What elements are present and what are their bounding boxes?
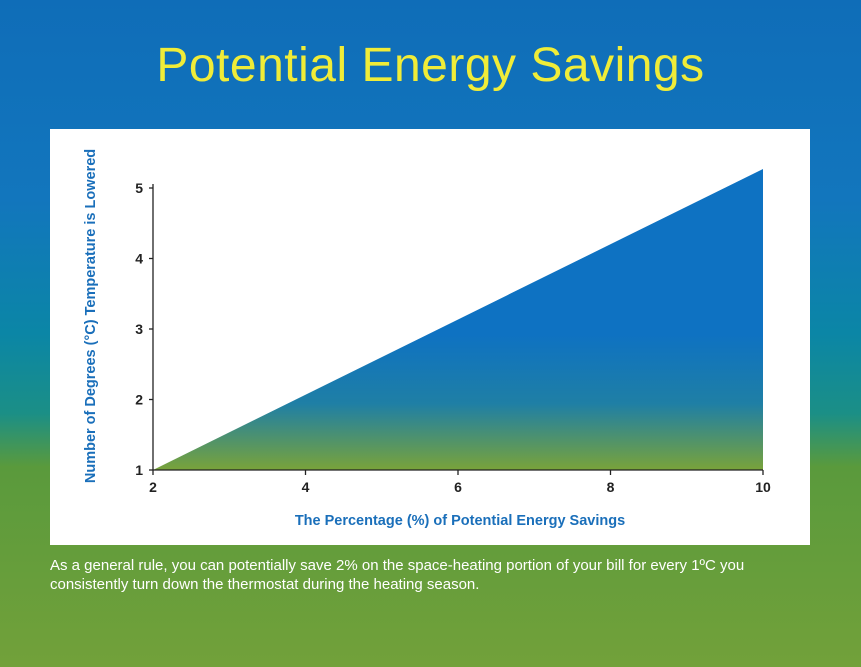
x-tick-label: 2: [149, 479, 157, 495]
x-axis-title: The Percentage (%) of Potential Energy S…: [295, 513, 625, 529]
y-tick-label: 3: [135, 321, 143, 337]
y-tick-label: 5: [135, 180, 143, 196]
y-tick-group: 1 2 3 4 5: [135, 180, 153, 478]
caption-text: As a general rule, you can potentially s…: [50, 557, 745, 593]
x-tick-label: 10: [755, 479, 771, 495]
x-tick-label: 6: [454, 479, 462, 495]
x-tick-label: 8: [607, 479, 615, 495]
chart-title: Potential Energy Savings: [156, 39, 705, 92]
x-tick-group: 2 4 6 8 10: [149, 470, 771, 495]
x-tick-label: 4: [302, 479, 310, 495]
savings-area: [153, 168, 763, 470]
y-axis-title: Number of Degrees (°C) Temperature is Lo…: [83, 149, 99, 483]
y-tick-label: 2: [135, 392, 143, 408]
y-tick-label: 4: [135, 251, 143, 267]
y-tick-label: 1: [135, 462, 143, 478]
